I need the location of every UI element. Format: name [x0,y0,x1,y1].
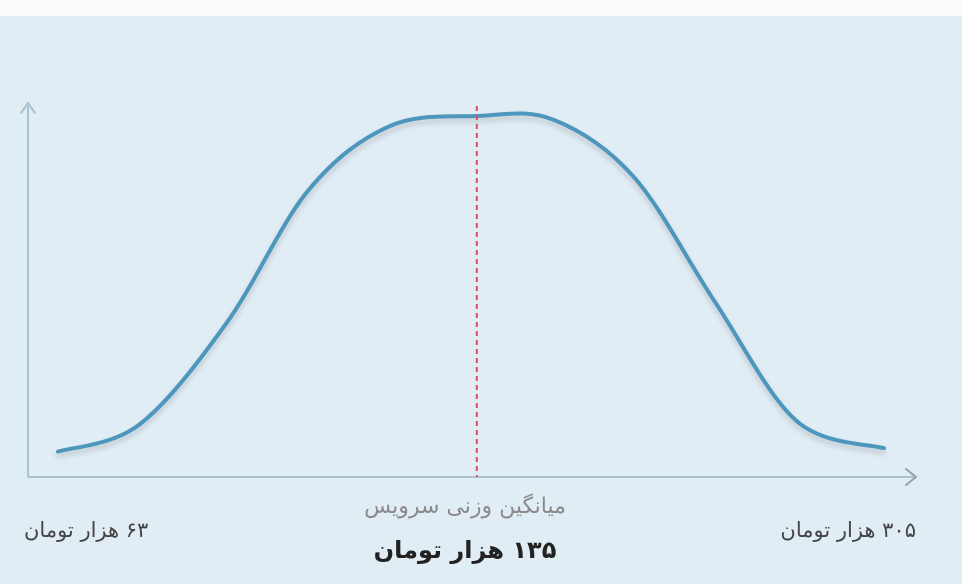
min-value-label: ۶۳ هزار تومان [24,518,149,542]
mean-caption: میانگین وزنی سرویس [364,494,566,519]
chart-panel [0,16,962,584]
distribution-curve [56,111,886,454]
top-strip [0,0,962,16]
y-axis-arrow-icon [20,102,36,114]
x-axis-arrow-icon [905,468,917,486]
max-value-label: ۳۰۵ هزار تومان [780,518,916,542]
mean-value-label: ۱۳۵ هزار تومان [373,536,557,564]
